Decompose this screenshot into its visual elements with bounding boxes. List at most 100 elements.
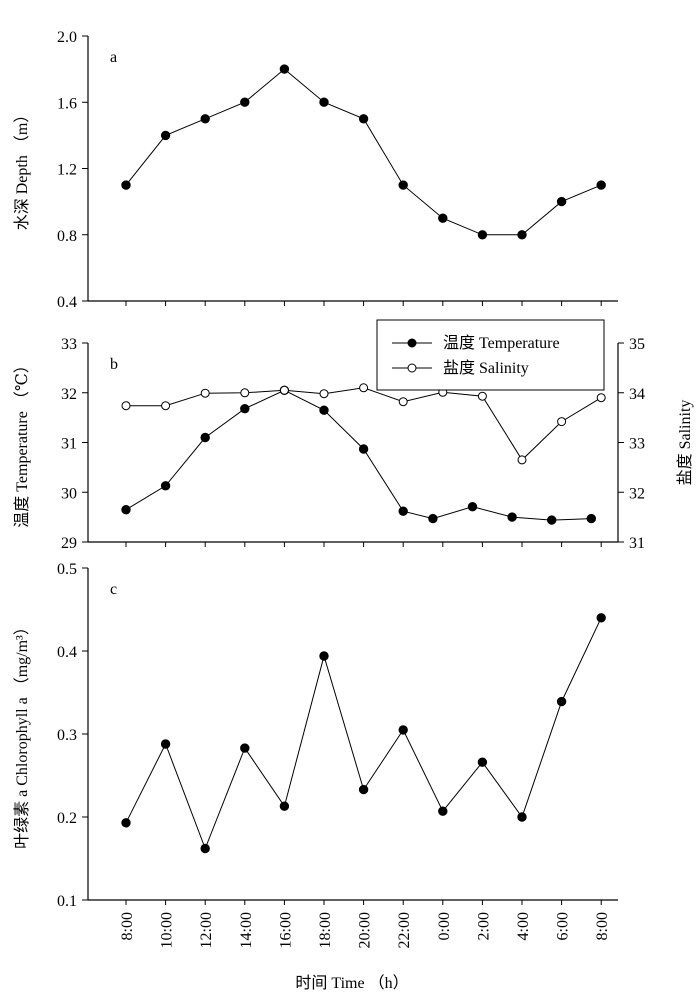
data-point: [279, 64, 290, 74]
data-point: [556, 696, 567, 707]
y-tick-label-b: 29: [61, 535, 77, 552]
y-tick-label-c: 0.5: [57, 561, 77, 578]
data-point: [586, 513, 596, 524]
y-tick-label-c: 0.2: [57, 810, 77, 827]
text-layer: 0.4 0.8 1.2 1.6 2.0 水深 Depth （m） a 29 30 31 32 33 31…: [13, 29, 694, 948]
data-point: [556, 196, 567, 207]
data-point: [319, 651, 329, 661]
y-tick-label-c: 0.4: [57, 644, 77, 661]
legend-label: 盐度 Salinity: [443, 359, 529, 377]
data-point: [240, 743, 250, 753]
data-point-open: [596, 393, 606, 403]
x-axis-title: 时间 Time （h）: [295, 974, 408, 992]
y-axis-title-b: 温度 Temperature （℃）: [13, 357, 31, 528]
data-point: [160, 130, 171, 141]
y-tick-label-b: 33: [61, 336, 77, 353]
y2-axis-title-b: 盐度 Salinity: [676, 400, 694, 486]
data-point: [438, 213, 448, 223]
y2-tick-label-b: 32: [629, 485, 645, 502]
data-point: [428, 513, 438, 524]
y-tick-label-b: 30: [61, 485, 77, 502]
y-tick-label-a: 1.6: [57, 95, 77, 112]
data-point: [160, 481, 171, 491]
y-tick-label-c: 0.1: [57, 893, 77, 910]
series-line-c: [125, 617, 602, 850]
y-axis-title-a: 水深 Depth （m）: [13, 107, 31, 231]
x-tick-label: 8:00: [119, 912, 136, 940]
y-tick-label-b: 31: [61, 436, 77, 453]
panel-letter-c: c: [110, 581, 117, 598]
series-line-a: [125, 68, 602, 236]
x-tick-label: 4:00: [515, 912, 532, 940]
data-point-open: [557, 417, 567, 427]
y2-tick-label-b: 35: [629, 336, 645, 353]
x-tick-label: 8:00: [594, 912, 611, 940]
x-tick-label: 22:00: [396, 912, 413, 948]
data-point: [596, 613, 606, 623]
data-point: [240, 97, 250, 107]
data-point: [121, 818, 131, 828]
data-point-open: [398, 397, 408, 407]
panel-letter-a: a: [110, 49, 117, 66]
data-point: [200, 114, 210, 124]
y-tick-label-b: 32: [61, 386, 77, 403]
data-point-open: [161, 401, 171, 411]
data-point-open: [517, 455, 527, 465]
x-tick-label: 10:00: [159, 912, 176, 948]
data-point: [477, 230, 488, 240]
series-lines-layer: [125, 68, 602, 850]
panel-letter-b: b: [110, 356, 118, 373]
y-tick-label-c: 0.3: [57, 727, 77, 744]
x-tick-label: 14:00: [238, 912, 255, 948]
legend-marker: [407, 338, 417, 348]
data-point-open: [279, 385, 289, 395]
y2-tick-label-b: 33: [629, 436, 645, 453]
data-point: [596, 180, 606, 190]
data-point: [438, 806, 448, 816]
data-point: [358, 444, 369, 454]
data-point: [547, 515, 557, 525]
data-point-open: [477, 391, 487, 401]
data-point: [200, 432, 210, 443]
data-point: [517, 812, 527, 822]
data-point-open: [359, 383, 369, 393]
data-point: [160, 739, 171, 749]
y-tick-label-a: 1.2: [57, 162, 77, 179]
data-point: [358, 784, 369, 795]
x-tick-label: 20:00: [357, 912, 374, 948]
data-point: [398, 725, 408, 735]
data-points-layer: [121, 64, 606, 854]
data-point: [240, 404, 250, 414]
y-axis-title-c: 叶绿素 a Chlorophyll a （mg/m³）: [13, 619, 31, 849]
y2-tick-label-b: 34: [629, 386, 645, 403]
x-tick-label: 18:00: [317, 912, 334, 948]
legend-label: 温度 Temperature: [443, 334, 560, 352]
data-point: [358, 114, 369, 124]
data-point: [279, 801, 290, 811]
data-point-open: [319, 389, 329, 399]
data-point: [121, 180, 131, 190]
data-point: [200, 843, 210, 854]
x-tick-label: 12:00: [198, 912, 215, 948]
x-tick-label: 6:00: [555, 912, 572, 940]
axes-layer: [82, 35, 624, 905]
y-tick-label-a: 0.4: [57, 294, 77, 311]
data-point-open: [240, 388, 250, 398]
data-point-open: [200, 388, 210, 398]
data-point: [398, 180, 408, 190]
data-point: [507, 512, 517, 522]
x-tick-label: 16:00: [277, 912, 294, 948]
data-point: [477, 757, 488, 767]
x-tick-label: 0:00: [436, 912, 453, 940]
data-point-open: [121, 401, 131, 411]
y-tick-label-a: 2.0: [57, 29, 77, 46]
data-point: [398, 506, 408, 516]
y-tick-label-a: 0.8: [57, 228, 77, 245]
x-tick-label: 2:00: [475, 912, 492, 940]
legend-box: [376, 319, 605, 391]
data-point: [517, 230, 527, 240]
data-point: [319, 405, 329, 415]
legend-marker: [407, 363, 417, 373]
series-line-b-left: [125, 389, 592, 521]
